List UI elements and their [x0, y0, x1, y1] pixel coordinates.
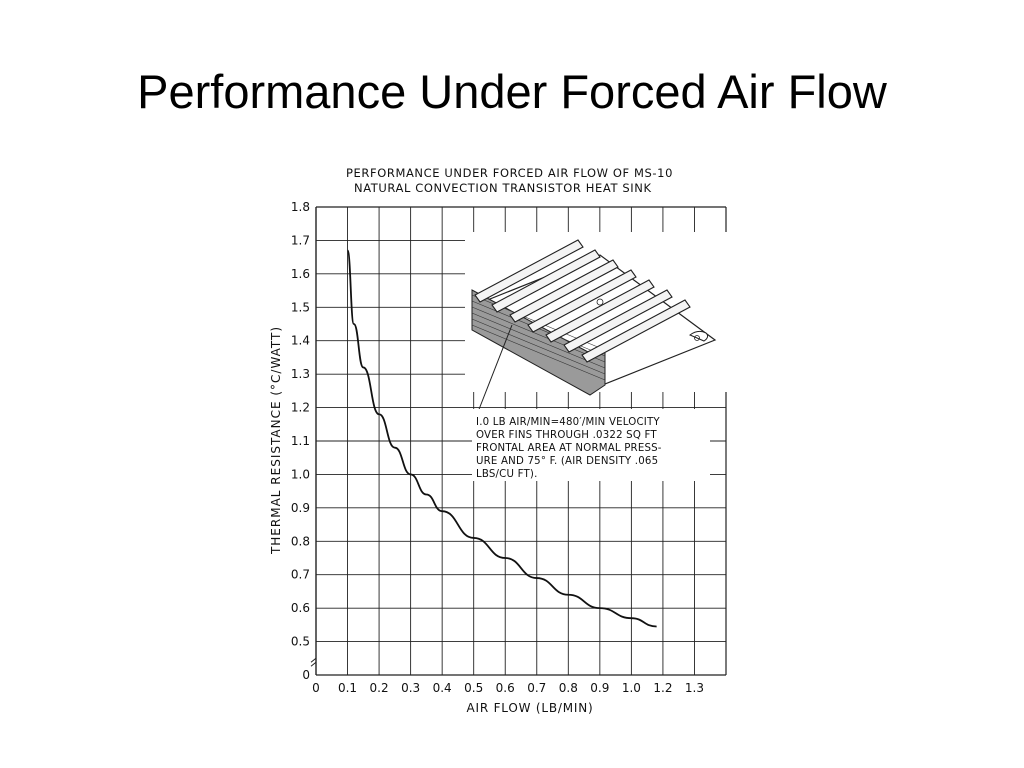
- x-tick-label: 0.3: [401, 681, 420, 695]
- series-layer: [346, 249, 657, 628]
- x-tick-label: 0.4: [433, 681, 452, 695]
- x-tick-label: 0.8: [559, 681, 578, 695]
- annotation-box: [472, 409, 710, 481]
- chart-figure: PERFORMANCE UNDER FORCED AIR FLOW OF MS-…: [260, 155, 760, 720]
- x-tick-label: 0.1: [338, 681, 357, 695]
- tick-layer: 0 0.1 0.2 0.3 0.4 0.5 0.6 0.7 0.8 0.9 1.0 1.2 1.3 1.8…: [291, 200, 704, 695]
- axis-break-mark: [310, 657, 317, 667]
- x-tick-label: 1.2: [653, 681, 672, 695]
- annotation-line-1: I.0 LB AIR/MIN=480′/MIN VELOCITY: [476, 417, 660, 428]
- x-tick-label: 0.7: [527, 681, 546, 695]
- heat-sink-illustration: [465, 232, 727, 418]
- y-tick-label: 1.7: [291, 233, 310, 247]
- y-tick-label: 0.9: [291, 501, 310, 515]
- x-tick-label: 0.2: [370, 681, 389, 695]
- series-line: [346, 249, 657, 628]
- x-tick-label: 0.5: [464, 681, 483, 695]
- annotation-line-2: OVER FINS THROUGH .0322 SQ FT: [476, 430, 657, 441]
- y-tick-label: 1.2: [291, 401, 310, 415]
- y-tick-label: 1.8: [291, 200, 310, 214]
- x-tick-label: 0.6: [496, 681, 515, 695]
- annotation-line-5: LBS/CU FT).: [476, 469, 538, 480]
- x-tick-label: 0.9: [590, 681, 609, 695]
- x-tick-label: 1.3: [685, 681, 704, 695]
- y-tick-label: 0.8: [291, 534, 310, 548]
- y-tick-label: 0.5: [291, 635, 310, 649]
- y-tick-label: 1.4: [291, 334, 310, 348]
- x-axis-label: AIR FLOW (LB/MIN): [467, 701, 594, 715]
- chart-subtitle: NATURAL CONVECTION TRANSISTOR HEAT SINK: [354, 181, 652, 195]
- chart-svg: PERFORMANCE UNDER FORCED AIR FLOW OF MS-…: [269, 166, 727, 715]
- y-tick-label: 1.6: [291, 267, 310, 281]
- y-axis-label: THERMAL RESISTANCE (°C/WATT): [269, 326, 283, 555]
- annotation-line-4: URE AND 75° F. (AIR DENSITY .065: [476, 456, 658, 467]
- x-tick-label: 0: [312, 681, 320, 695]
- y-tick-label: 1.3: [291, 367, 310, 381]
- annotation-line-3: FRONTAL AREA AT NORMAL PRESS-: [476, 443, 662, 454]
- y-tick-label: 1.5: [291, 300, 310, 314]
- y-tick-label: 0.7: [291, 568, 310, 582]
- x-tick-label: 1.0: [622, 681, 641, 695]
- y-tick-label: 1.1: [291, 434, 310, 448]
- y-tick-label: 0.6: [291, 601, 310, 615]
- chart-title: PERFORMANCE UNDER FORCED AIR FLOW OF MS-…: [346, 166, 673, 180]
- slide-title: Performance Under Forced Air Flow: [137, 65, 887, 118]
- y-tick-label: 1.0: [291, 467, 310, 481]
- y-tick-label: 0: [302, 668, 310, 682]
